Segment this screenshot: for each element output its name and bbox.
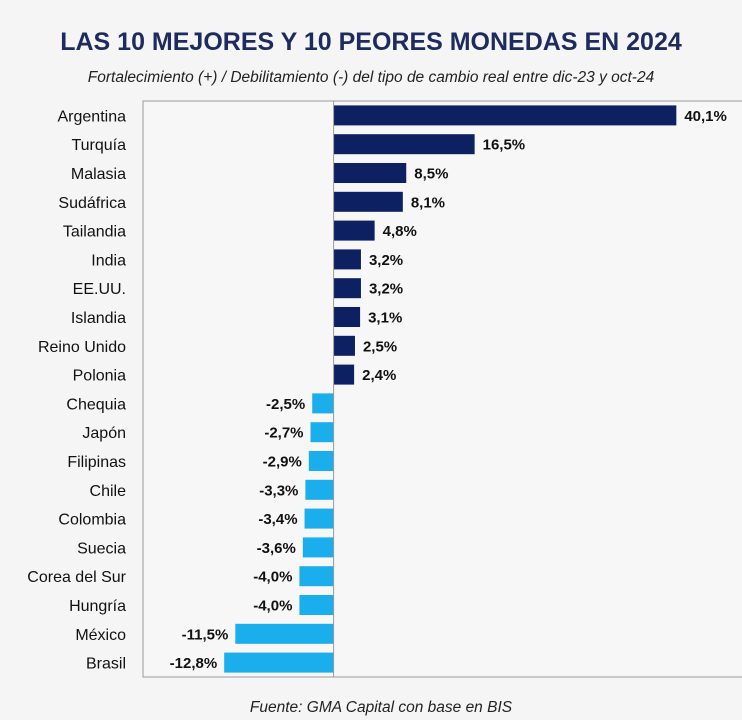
- data-label: 8,5%: [414, 166, 448, 183]
- bar: [299, 595, 334, 615]
- category-label: India: [91, 252, 126, 269]
- data-label: -4,0%: [253, 598, 292, 615]
- bar: [302, 537, 334, 558]
- data-label: 2,5%: [363, 338, 397, 355]
- bar: [308, 451, 334, 471]
- category-label: Brasil: [86, 656, 126, 673]
- category-label: Japón: [82, 425, 126, 442]
- data-label: 2,4%: [362, 367, 396, 384]
- data-label: -4,0%: [253, 569, 292, 586]
- data-label: -12,8%: [170, 655, 218, 672]
- plot-area: [142, 100, 742, 678]
- data-label: 3,1%: [368, 310, 402, 327]
- category-label: Tailandia: [63, 224, 126, 241]
- bar: [333, 134, 475, 155]
- category-label: Polonia: [73, 368, 126, 385]
- data-label: -2,5%: [266, 396, 305, 413]
- chart-title: LAS 10 MEJORES Y 10 PEORES MONEDAS EN 20…: [60, 28, 682, 56]
- bar: [305, 479, 334, 500]
- category-label: Reino Unido: [38, 339, 126, 356]
- bar: [333, 364, 355, 385]
- category-label: Turquía: [71, 137, 126, 154]
- bar: [333, 278, 361, 299]
- category-label: Filipinas: [67, 454, 126, 471]
- bar: [333, 307, 361, 327]
- data-label: 4,8%: [383, 223, 417, 240]
- category-label: EE.UU.: [73, 281, 126, 298]
- source-note: Fuente: GMA Capital con base en BIS: [250, 699, 513, 716]
- category-label: México: [75, 627, 126, 644]
- category-label: Malasia: [71, 166, 126, 183]
- bar: [224, 652, 334, 673]
- category-label: Argentina: [58, 108, 127, 125]
- bar: [299, 566, 334, 587]
- category-label: Hungría: [69, 598, 126, 615]
- category-label: Islandia: [71, 310, 126, 327]
- data-label: -2,7%: [264, 425, 303, 442]
- data-label: -3,6%: [257, 540, 296, 557]
- chart-subtitle: Fortalecimiento (+) / Debilitamiento (-)…: [88, 69, 655, 86]
- category-label: Chile: [90, 483, 127, 500]
- bar: [304, 508, 334, 529]
- bar: [333, 163, 407, 183]
- data-label: -11,5%: [182, 626, 229, 643]
- data-label: -3,4%: [258, 511, 297, 528]
- data-label: 40,1%: [684, 108, 727, 125]
- bar: [333, 220, 375, 241]
- bar: [310, 422, 334, 443]
- data-label: 3,2%: [369, 252, 403, 269]
- category-label: Corea del Sur: [27, 569, 126, 586]
- data-label: -2,9%: [263, 454, 302, 471]
- data-label: 8,1%: [411, 194, 445, 211]
- bar: [333, 249, 361, 270]
- bar: [333, 191, 403, 212]
- category-label: Suecia: [77, 540, 126, 557]
- bar: [333, 105, 677, 126]
- category-label: Chequia: [66, 396, 126, 413]
- category-label: Colombia: [58, 512, 126, 529]
- data-label: 16,5%: [483, 137, 526, 154]
- bar: [333, 335, 355, 356]
- bar: [312, 393, 334, 414]
- category-label: Sudáfrica: [58, 195, 126, 212]
- bar: [235, 623, 334, 644]
- data-label: 3,2%: [369, 281, 403, 298]
- data-label: -3,3%: [259, 482, 298, 499]
